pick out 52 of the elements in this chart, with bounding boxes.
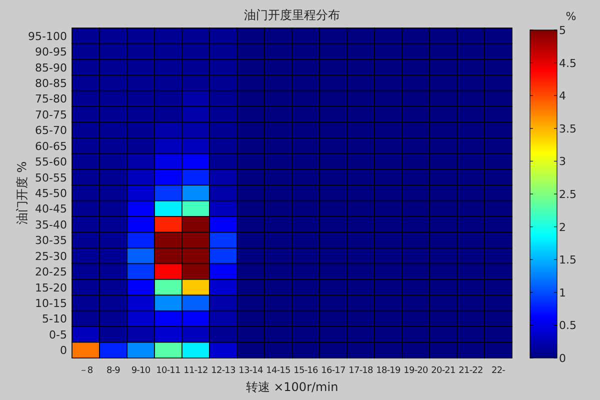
y-tick-label: 80-85 bbox=[35, 77, 67, 90]
y-tick-label: 0 bbox=[60, 344, 67, 358]
chart-title: 油门开度里程分布 bbox=[244, 8, 340, 22]
y-tick-label: 45-50 bbox=[35, 187, 67, 200]
y-tick-label: 90-95 bbox=[35, 46, 67, 59]
y-tick-label: 10-15 bbox=[35, 297, 67, 310]
y-tick-label: 35-40 bbox=[35, 218, 67, 232]
x-tick-label: 9-10 bbox=[131, 366, 151, 376]
x-tick-label: 16-17 bbox=[321, 366, 346, 376]
color-bar-label: 5 bbox=[559, 24, 566, 37]
y-tick-label: 50-55 bbox=[35, 171, 67, 184]
x-axis-title: 转速 ×100r/min bbox=[246, 380, 338, 394]
color-bar-label: 3.5 bbox=[559, 122, 576, 136]
x-tick-label: 21-22 bbox=[458, 366, 483, 376]
y-tick-label: 55-60 bbox=[35, 156, 67, 169]
y-axis-title: 油门开度 % bbox=[15, 161, 29, 225]
x-tick-label: 15-16 bbox=[294, 366, 318, 376]
color-bar-label: 2.5 bbox=[559, 188, 576, 201]
y-tick-label: 65-70 bbox=[35, 124, 67, 138]
x-tick-label: 14-15 bbox=[266, 366, 290, 376]
color-bar-label: 4.5 bbox=[559, 56, 576, 70]
x-tick-label: 12-13 bbox=[211, 366, 236, 376]
color-bar-label: 2 bbox=[559, 220, 566, 234]
y-tick-label: 40-45 bbox=[35, 202, 67, 216]
y-tick-label: 20-25 bbox=[35, 266, 67, 279]
color-bar-label: 0 bbox=[559, 352, 566, 365]
x-tick-label: 13-14 bbox=[238, 366, 264, 376]
y-tick-label: 15-20 bbox=[35, 281, 67, 294]
x-tick-label: 10-11 bbox=[156, 366, 180, 376]
color-bar-label: 1.5 bbox=[559, 254, 576, 267]
y-tick-label: 75-80 bbox=[35, 92, 67, 106]
y-tick-label: 60-65 bbox=[35, 140, 67, 153]
y-tick-label: 25-30 bbox=[35, 250, 67, 263]
y-tick-label: 70-75 bbox=[35, 108, 67, 122]
color-bar-label: 4 bbox=[559, 90, 566, 103]
x-tick-label: 19-20 bbox=[404, 366, 428, 376]
x-tick-label: 18-19 bbox=[376, 366, 401, 376]
x-tick-label: 22- bbox=[492, 366, 506, 376]
x-tick-label: 8-9 bbox=[106, 366, 121, 376]
y-tick-label: 5-10 bbox=[42, 312, 67, 326]
color-bar-label: 1 bbox=[559, 286, 566, 300]
x-tick-label: 17-18 bbox=[348, 366, 374, 376]
x-tick-label: 11-12 bbox=[184, 366, 208, 376]
color-bar-label: 0.5 bbox=[559, 319, 576, 332]
y-tick-label: 95-100 bbox=[28, 30, 67, 43]
color-bar-title: % bbox=[566, 10, 576, 23]
x-tick-label: －8 bbox=[78, 366, 94, 376]
color-bar-label: 3 bbox=[559, 155, 566, 168]
y-tick-label: 85-90 bbox=[35, 61, 67, 74]
y-tick-label: 0-5 bbox=[49, 328, 67, 342]
y-tick-label: 30-35 bbox=[35, 234, 67, 248]
x-tick-label: 20-21 bbox=[431, 366, 456, 376]
